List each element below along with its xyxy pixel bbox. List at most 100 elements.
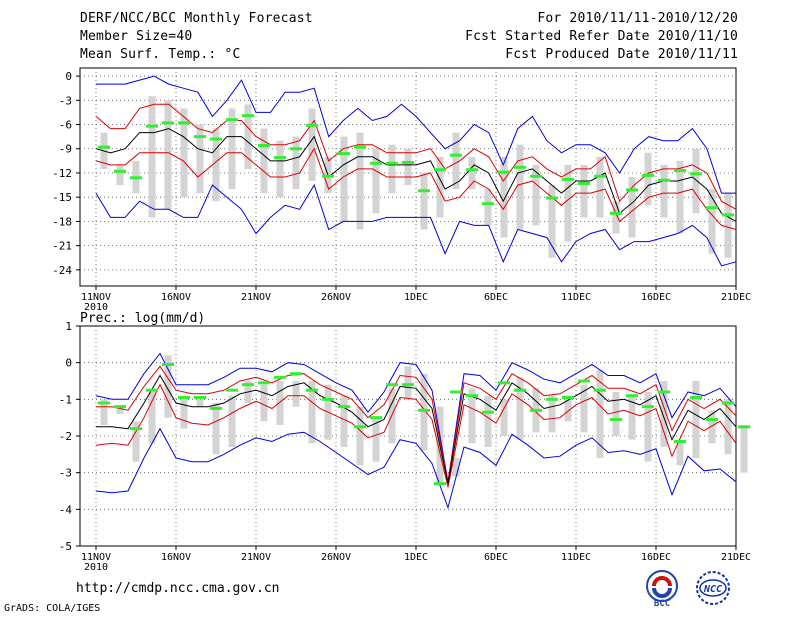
started-date: Fcst Started Refer Date 2010/11/10 xyxy=(465,29,738,44)
temp-spread-bar-30 xyxy=(580,164,588,218)
prec-spread-bar-11 xyxy=(276,381,284,425)
temp-ytick-label-5: -15 xyxy=(52,191,72,204)
prec-xtick-label-1: 16NOV xyxy=(161,552,191,563)
temp-ytick-label-8: -24 xyxy=(52,264,72,277)
temp-spread-bar-20 xyxy=(420,172,428,230)
prec-max-line xyxy=(95,352,737,482)
temp-ytick-label-7: -21 xyxy=(52,240,72,253)
temp-spread-bar-21 xyxy=(436,156,444,218)
temp-spread-bar-22 xyxy=(452,132,460,190)
source-url[interactable]: http://cmdp.ncc.cma.gov.cn xyxy=(76,581,280,596)
temp-max-line xyxy=(96,75,736,194)
prec-spread-bar-20 xyxy=(420,373,428,451)
prec-spread-bar-12 xyxy=(292,381,300,407)
temp-ytick-label-4: -12 xyxy=(52,167,72,180)
prec-spread-bar-29 xyxy=(564,395,572,422)
temp-spread-bar-28 xyxy=(548,185,556,258)
temp-spread-bar-37 xyxy=(692,148,700,214)
temp-spread-bar-3 xyxy=(148,96,156,218)
forecast-period: For 2010/11/11-2010/12/20 xyxy=(537,11,738,26)
prec-xtick-label-3: 26NOV xyxy=(321,552,351,563)
produced-date: Fcst Produced Date 2010/11/11 xyxy=(505,47,738,62)
temp-spread-bar-19 xyxy=(404,148,412,186)
temp-spread-bar-24 xyxy=(484,189,492,226)
prec-spread-bar-10 xyxy=(260,384,268,422)
temp-spread-bar-4 xyxy=(164,100,172,210)
temp-spread-bar-29 xyxy=(564,164,572,242)
temp-spread-bar-18 xyxy=(388,144,396,194)
temp-xtick-label-5: 6DEC xyxy=(484,292,508,303)
temp-spread-bar-5 xyxy=(180,108,188,198)
prec-ytick-label-6: -5 xyxy=(59,540,72,553)
temp-spread-bar-36 xyxy=(676,160,684,234)
prec-spread-bar-8 xyxy=(228,395,236,447)
prec-spread-bar-16 xyxy=(356,406,364,466)
prec-spread-bar-25 xyxy=(500,399,508,436)
prec-ytick-label-2: -1 xyxy=(59,393,72,406)
temp-xtick-label-4: 1DEC xyxy=(404,292,428,303)
prec-spread-bar-31 xyxy=(596,370,604,458)
temp-spread-bar-15 xyxy=(340,136,348,222)
temp-xtick-label-2: 21NOV xyxy=(241,292,271,303)
prec-upper-line xyxy=(96,365,737,482)
temp-xtick-label-1: 16NOV xyxy=(161,292,191,303)
bcc-logo: BCC xyxy=(646,570,678,609)
temp-spread-bar-31 xyxy=(596,156,604,218)
prec-ytick-label-5: -4 xyxy=(59,503,73,516)
prec-mean-line xyxy=(96,374,737,484)
bcc-logo-text: BCC xyxy=(654,599,670,609)
prec-spread-bar-30 xyxy=(580,384,588,433)
prec-spread-bar-26 xyxy=(516,377,524,440)
ncc-logo-text: NCC xyxy=(703,584,722,595)
temp-spread-bar-10 xyxy=(260,128,268,194)
temp-spread-bar-12 xyxy=(292,136,300,190)
prec-spread-bar-32 xyxy=(612,392,620,436)
temp-spread-bar-9 xyxy=(244,104,252,169)
temp-spread-bar-38 xyxy=(708,189,716,254)
temp-spread-bar-32 xyxy=(612,201,620,234)
temp-year-label: 2010 xyxy=(84,302,108,313)
prec-xtick-label-4: 1DEC xyxy=(404,552,428,563)
temp-mean-line xyxy=(95,128,737,222)
temp-spread-bar-8 xyxy=(228,108,236,190)
variable-label: Mean Surf. Temp.: °C xyxy=(80,47,241,62)
temp-spread-bar-35 xyxy=(660,164,668,218)
temp-spread-bar-39 xyxy=(724,193,732,258)
prec-spread-bar-24 xyxy=(484,395,492,447)
temp-xtick-label-7: 16DEC xyxy=(641,292,671,303)
temp-spread-bar-23 xyxy=(468,156,476,190)
precip-variable-label: Prec.: log(mm/d) xyxy=(80,311,205,326)
temp-lower-line xyxy=(95,147,737,230)
temp-spread-bar-27 xyxy=(532,164,540,226)
prec-spread-bar-19 xyxy=(404,366,412,400)
prec-spread-bar-38 xyxy=(708,410,716,444)
prec-ytick-label-0: 1 xyxy=(65,320,72,333)
temp-spread-bar-13 xyxy=(308,108,316,182)
temp-xtick-label-3: 26NOV xyxy=(321,292,351,303)
prec-spread-bar-5 xyxy=(180,395,188,429)
prec-spread-bar-36 xyxy=(676,439,684,466)
temp-spread-bar-25 xyxy=(500,156,508,238)
temp-spread-bar-1 xyxy=(116,164,124,186)
prec-spread-bar-37 xyxy=(692,381,700,458)
prec-xtick-label-8: 21DEC xyxy=(721,552,751,563)
temp-xtick-label-6: 11DEC xyxy=(561,292,591,303)
temp-ytick-label-0: 0 xyxy=(65,70,72,83)
temp-xtick-label-8: 21DEC xyxy=(721,292,751,303)
prec-spread-bar-28 xyxy=(548,395,556,433)
prec-spread-bar-39 xyxy=(724,399,732,455)
prec-xtick-label-7: 16DEC xyxy=(641,552,671,563)
prec-year-label: 2010 xyxy=(84,562,108,573)
prec-xtick-label-6: 11DEC xyxy=(561,552,591,563)
prec-spread-bar-2 xyxy=(132,421,140,462)
temp-spread-bar-7 xyxy=(212,128,220,202)
prec-spread-bar-23 xyxy=(468,388,476,444)
temp-ytick-label-2: -6 xyxy=(59,119,72,132)
temp-spread-bar-33 xyxy=(628,177,636,238)
prec-xtick-label-0: 11NOV xyxy=(81,552,111,563)
prec-ytick-label-1: 0 xyxy=(65,357,72,370)
prec-spread-bar-1 xyxy=(116,406,124,414)
prec-ytick-label-3: -2 xyxy=(59,430,72,443)
prec-spread-bar-17 xyxy=(372,417,380,462)
